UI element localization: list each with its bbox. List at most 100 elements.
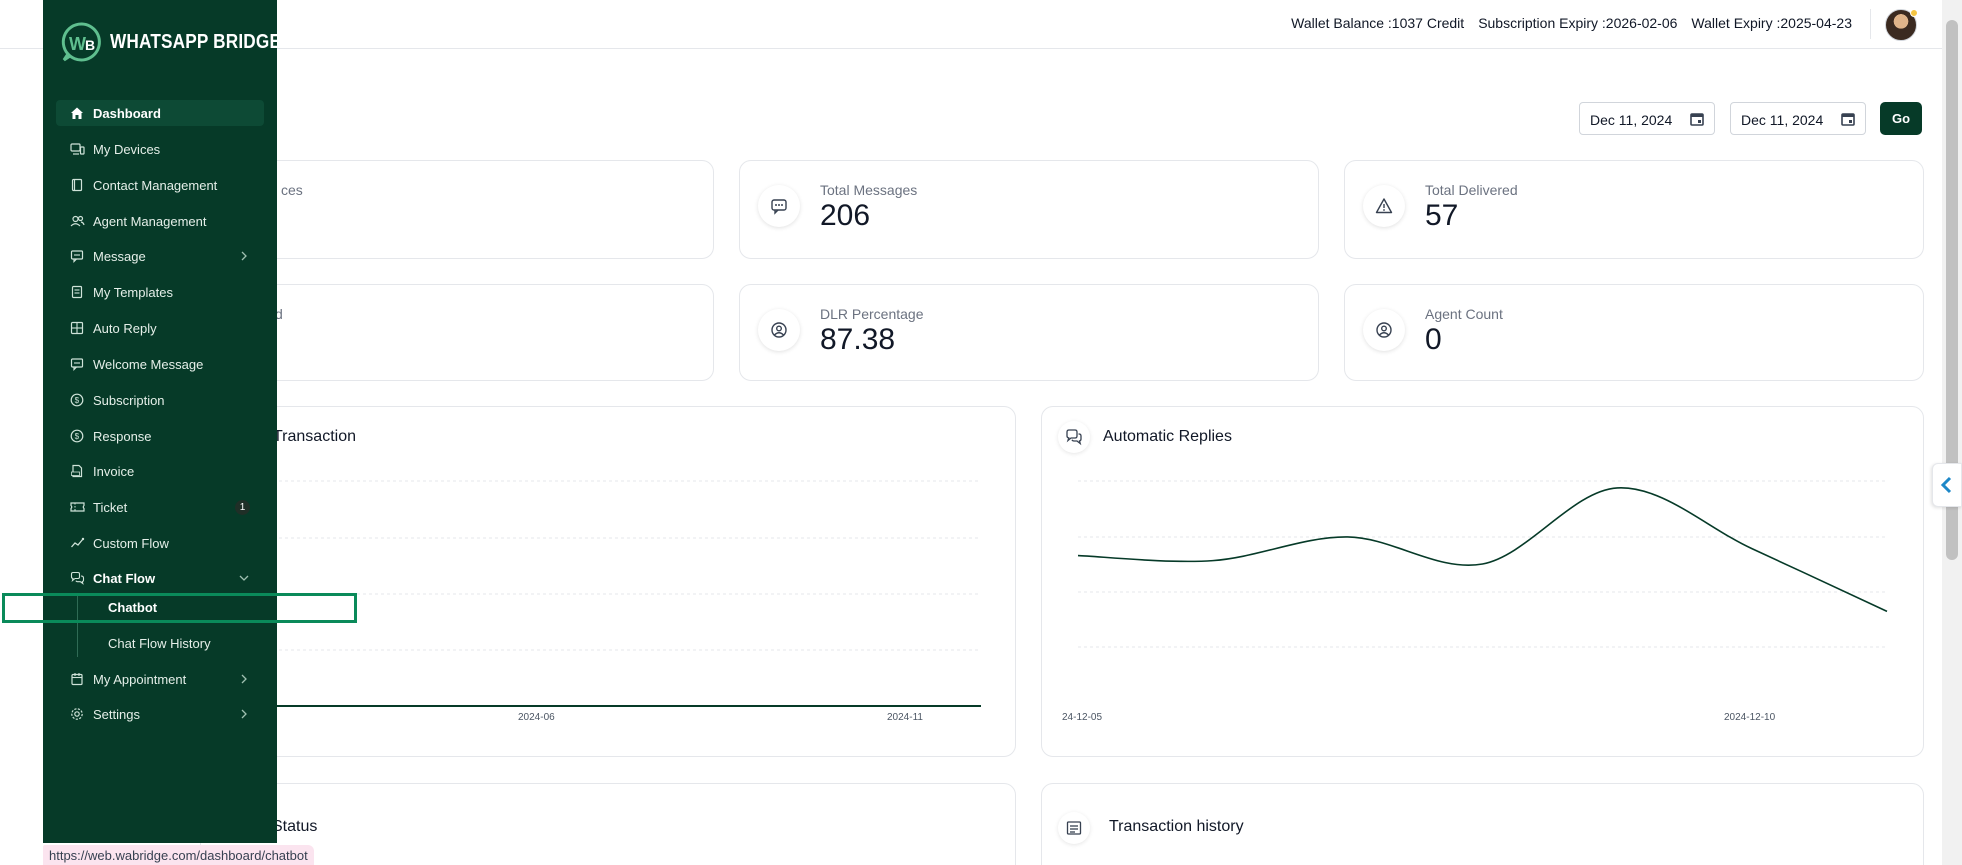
sidebar-item-agent-management[interactable]: Agent Management <box>56 208 264 234</box>
panel-title: Status <box>272 818 318 835</box>
gear-icon <box>69 706 85 722</box>
message-dots-icon <box>758 185 800 227</box>
calendar-icon[interactable] <box>1689 111 1705 127</box>
pdf-icon <box>69 463 85 479</box>
whatsapp-bridge-logo-icon: W B <box>61 22 101 62</box>
avatar[interactable] <box>1885 9 1918 41</box>
list-message-icon <box>1058 812 1090 844</box>
sidebar-item-settings[interactable]: Settings <box>56 701 264 727</box>
sidebar-item-my-templates[interactable]: My Templates <box>56 279 264 305</box>
sidebar-item-label: Custom Flow <box>93 535 169 551</box>
submenu-guide-line <box>77 594 78 657</box>
wallet-balance-value: 1037 Credit <box>1391 15 1465 31</box>
sidebar-item-label: My Templates <box>93 284 173 300</box>
sidebar-item-response[interactable]: $ Response <box>56 423 264 449</box>
chat-bubbles-icon <box>1058 421 1090 453</box>
chevron-down-icon <box>239 575 249 581</box>
wallet-balance-label: Wallet Balance : <box>1291 15 1392 31</box>
message-icon <box>69 248 85 264</box>
stat-label: DLR Percentage <box>820 306 924 322</box>
sidebar-item-label: Contact Management <box>93 177 218 193</box>
x-tick-label: 2024-11 <box>887 712 923 723</box>
panel-title: Transaction <box>273 428 356 445</box>
home-icon <box>69 105 85 121</box>
stat-value: 206 <box>820 199 871 232</box>
sidebar-item-label: Agent Management <box>93 213 207 229</box>
stat-label: Agent Count <box>1425 306 1503 322</box>
stat-value: 87.38 <box>820 323 896 356</box>
brand-logo[interactable]: W B WHATSAPP BRIDGE <box>60 20 309 64</box>
sidebar-item-invoice[interactable]: Invoice <box>56 458 264 484</box>
submenu-item-chat-flow-history[interactable]: Chat Flow History <box>108 636 211 651</box>
x-tick-label: 24-12-05 <box>1062 712 1103 723</box>
side-panel-toggle[interactable] <box>1932 463 1962 507</box>
scrollbar-thumb[interactable] <box>1946 20 1958 560</box>
stat-card-partial: d <box>200 284 714 381</box>
stat-card-agent-count: Agent Count 0 <box>1344 284 1924 381</box>
brand-name: WHATSAPP BRIDGE <box>110 30 282 53</box>
from-date-value: Dec 11, 2024 <box>1590 112 1673 128</box>
x-tick-label: 2024-12-10 <box>1724 712 1776 723</box>
stat-value: 57 <box>1425 199 1459 232</box>
stat-value: 0 <box>1425 323 1442 356</box>
transaction-chart <box>201 480 981 707</box>
sidebar: W B WHATSAPP BRIDGE Dashboard My Devices… <box>43 0 281 843</box>
sidebar-item-ticket[interactable]: Ticket 1 <box>56 494 264 520</box>
sidebar-item-label: My Devices <box>93 141 161 157</box>
users-icon <box>69 213 85 229</box>
ticket-icon <box>69 499 85 515</box>
sidebar-item-message[interactable]: Message <box>56 243 264 269</box>
header-divider <box>1870 9 1871 39</box>
panel-title: Transaction history <box>1109 818 1244 835</box>
sidebar-item-label: Response <box>93 428 152 444</box>
automatic-replies-panel: Automatic Replies 24-12-05 2024-12-10 <box>1041 406 1924 757</box>
stat-card-devices: ces <box>200 160 714 259</box>
subscription-expiry-value: 2026-02-06 <box>1605 15 1678 31</box>
sidebar-item-label: Dashboard <box>93 105 161 121</box>
user-circle-icon <box>758 309 800 351</box>
dollar-icon: $ <box>69 392 85 408</box>
svg-text:$: $ <box>75 432 80 441</box>
sidebar-item-auto-reply[interactable]: Auto Reply <box>56 315 264 341</box>
automatic-replies-chart <box>1077 480 1888 648</box>
sidebar-item-welcome-message[interactable]: Welcome Message <box>56 351 264 377</box>
svg-text:W: W <box>69 34 86 54</box>
transaction-history-panel: Transaction history <box>1041 783 1924 865</box>
svg-text:B: B <box>85 37 95 53</box>
to-date-input[interactable]: Dec 11, 2024 <box>1730 102 1866 135</box>
dollar-icon: $ <box>69 428 85 444</box>
sidebar-item-chat-flow[interactable]: Chat Flow <box>56 565 264 591</box>
wallet-expiry-value: 2025-04-23 <box>1780 15 1852 31</box>
account-summary: Wallet Balance :1037 Credit Subscription… <box>1291 15 1852 31</box>
sidebar-item-my-appointment[interactable]: My Appointment <box>56 666 264 692</box>
chat-icon <box>69 570 85 586</box>
stat-label: d <box>275 306 283 322</box>
stat-label: ces <box>281 182 303 198</box>
status-bar-url: https://web.wabridge.com/dashboard/chatb… <box>43 845 314 865</box>
to-date-value: Dec 11, 2024 <box>1741 112 1824 128</box>
page-scrollbar[interactable] <box>1942 0 1962 865</box>
sidebar-item-subscription[interactable]: $ Subscription <box>56 387 264 413</box>
automatic-replies-series-line <box>1077 487 1888 613</box>
chevron-right-icon <box>241 674 247 684</box>
stat-label: Total Delivered <box>1425 182 1518 198</box>
transaction-panel: Transaction 2024-06 2024-11 <box>200 406 1016 757</box>
template-icon <box>69 284 85 300</box>
go-button[interactable]: Go <box>1880 102 1922 135</box>
stat-card-dlr-percentage: DLR Percentage 87.38 <box>739 284 1319 381</box>
sidebar-item-my-devices[interactable]: My Devices <box>56 136 264 162</box>
wallet-expiry: Wallet Expiry :2025-04-23 <box>1691 15 1852 31</box>
submenu-item-chatbot[interactable]: Chatbot <box>108 600 158 615</box>
sidebar-item-dashboard[interactable]: Dashboard <box>56 100 264 126</box>
sidebar-item-label: Chat Flow <box>93 570 156 586</box>
calendar-icon[interactable] <box>1840 111 1856 127</box>
top-header: Wallet Balance :1037 Credit Subscription… <box>0 0 1942 49</box>
svg-text:$: $ <box>75 396 80 405</box>
devices-icon <box>69 141 85 157</box>
flow-icon <box>69 535 85 551</box>
sidebar-item-custom-flow[interactable]: Custom Flow <box>56 530 264 556</box>
sidebar-item-contact-management[interactable]: Contact Management <box>56 172 264 198</box>
contact-book-icon <box>69 177 85 193</box>
from-date-input[interactable]: Dec 11, 2024 <box>1579 102 1715 135</box>
sidebar-item-label: Message <box>93 248 146 264</box>
